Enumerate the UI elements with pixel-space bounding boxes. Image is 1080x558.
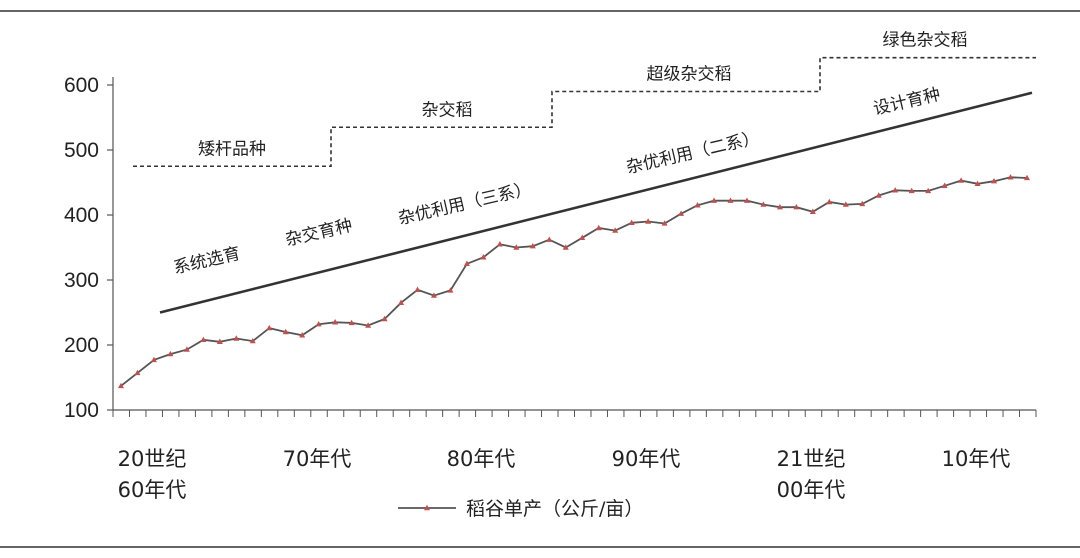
yield-data-point xyxy=(266,324,273,331)
yield-data-point xyxy=(809,208,816,214)
yield-data-point xyxy=(842,201,849,207)
x-category-label-line: 60年代 xyxy=(118,478,187,502)
yield-data-point xyxy=(727,197,734,203)
yield-data-point xyxy=(480,254,487,260)
yield-data-point xyxy=(381,315,388,322)
yield-series-line xyxy=(120,176,1028,387)
yield-data-point xyxy=(315,321,322,327)
yield-data-point xyxy=(282,328,289,335)
y-tick-label: 600 xyxy=(64,74,99,97)
yield-data-point xyxy=(546,236,553,242)
breeding-stage-annotation: 系统选育 xyxy=(171,244,242,279)
breeding-trend-line xyxy=(159,91,1033,314)
yield-data-point xyxy=(447,287,454,293)
yield-data-point xyxy=(892,187,899,193)
x-category-label: 80年代 xyxy=(447,447,516,471)
breeding-stage-annotation: 杂优利用（二系） xyxy=(624,128,761,178)
legend-label: 稻谷单产（公斤/亩） xyxy=(466,498,643,520)
breeding-stage-annotation: 设计育种 xyxy=(871,85,942,120)
yield-data-point xyxy=(150,356,157,363)
yield-data-point xyxy=(1024,174,1030,181)
x-category-label-line: 21世纪 xyxy=(777,447,846,471)
yield-data-point xyxy=(463,260,470,266)
yield-data-point xyxy=(398,299,405,305)
yield-data-point xyxy=(711,197,718,203)
yield-data-point xyxy=(678,210,685,216)
yield-data-point xyxy=(233,335,240,341)
yield-data-point xyxy=(925,187,932,194)
yield-data-point xyxy=(941,182,948,188)
stage-step-line xyxy=(133,56,1036,168)
y-tick-label: 200 xyxy=(64,334,99,357)
yield-data-point xyxy=(562,244,569,250)
yield-data-point xyxy=(348,319,355,326)
yield-data-point xyxy=(612,227,619,233)
yield-data-point xyxy=(365,322,372,328)
legend-marker xyxy=(424,504,430,511)
yield-data-point xyxy=(414,286,421,292)
yield-data-point xyxy=(958,177,965,183)
yield-data-point xyxy=(134,369,141,376)
y-tick-label: 400 xyxy=(64,204,99,227)
stage-label: 超级杂交稻 xyxy=(647,65,732,85)
yield-data-point xyxy=(200,336,207,342)
yield-data-point xyxy=(859,200,866,207)
yield-data-point xyxy=(776,204,783,210)
x-category-label: 70年代 xyxy=(283,447,352,471)
yield-data-point xyxy=(496,241,503,247)
x-category-label-line: 80年代 xyxy=(447,447,516,471)
yield-data-point xyxy=(974,180,981,186)
yield-data-point xyxy=(249,337,256,344)
x-category-label-line: 10年代 xyxy=(942,447,1011,471)
yield-data-point xyxy=(793,204,800,210)
x-category-label-line: 90年代 xyxy=(612,447,681,471)
breeding-stage-annotation: 杂优利用（三系） xyxy=(396,179,533,229)
yield-data-point xyxy=(332,319,339,325)
yield-data-point xyxy=(628,219,635,225)
yield-data-point xyxy=(991,178,998,184)
yield-data-point xyxy=(595,224,602,231)
x-category-label: 20世纪 60年代 xyxy=(118,447,187,502)
x-category-label-line: 00年代 xyxy=(777,478,846,502)
stage-label: 绿色杂交稻 xyxy=(883,31,968,51)
yield-data-point xyxy=(645,218,652,224)
yield-data-point xyxy=(661,220,668,226)
yield-data-point xyxy=(826,198,833,205)
yield-data-point xyxy=(513,244,520,250)
yield-data-point xyxy=(183,346,190,352)
plot-area: 100 200 300 400 500 600 20世纪 60年代 70年代 80年代 90年代 21… xyxy=(64,31,1037,520)
yield-data-point xyxy=(1007,174,1014,180)
yield-data-point xyxy=(760,201,767,207)
x-category-label: 10年代 xyxy=(942,447,1011,471)
stage-label: 杂交稻 xyxy=(422,100,473,120)
yield-data-point xyxy=(908,187,915,194)
y-tick-label: 300 xyxy=(64,269,99,292)
yield-data-point xyxy=(167,350,174,357)
breeding-stage-annotation: 杂交育种 xyxy=(283,216,354,251)
yield-data-point xyxy=(118,382,124,389)
x-category-label-line: 70年代 xyxy=(283,447,352,471)
yield-data-point xyxy=(694,202,701,208)
x-category-label: 90年代 xyxy=(612,447,681,471)
yield-data-point xyxy=(743,197,750,203)
yield-data-point xyxy=(216,338,223,344)
y-tick-label: 500 xyxy=(64,139,99,162)
yield-data-point xyxy=(529,243,536,249)
x-category-label-line: 20世纪 xyxy=(118,447,187,471)
yield-data-point xyxy=(875,192,882,198)
y-tick-label: 100 xyxy=(64,399,99,422)
yield-data-point xyxy=(579,234,586,240)
yield-data-point xyxy=(430,292,437,298)
x-category-label: 21世纪 00年代 xyxy=(777,447,846,502)
stage-label: 矮杆品种 xyxy=(198,139,266,159)
yield-data-point xyxy=(299,332,306,338)
